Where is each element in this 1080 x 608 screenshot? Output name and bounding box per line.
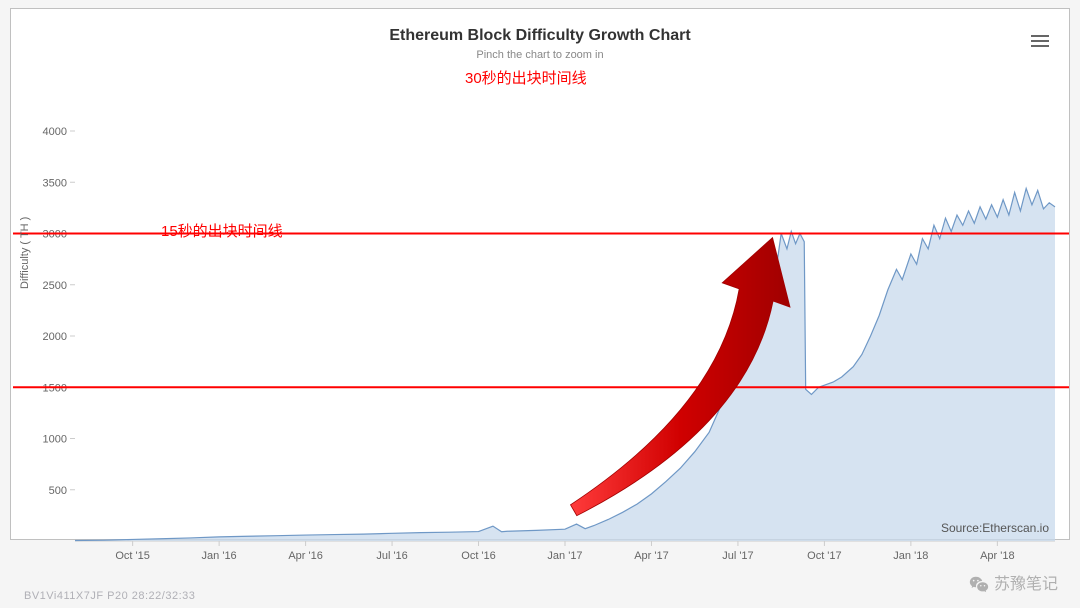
xtick-label: Jul '17 xyxy=(722,550,753,562)
xtick-label: Oct '17 xyxy=(807,550,842,562)
ytick-label: 1000 xyxy=(43,434,67,446)
xtick-label: Apr '17 xyxy=(634,550,669,562)
xtick-label: Jan '16 xyxy=(202,550,237,562)
chart-annotation: 30秒的出块时间线 xyxy=(465,67,587,88)
ytick-label: 2500 xyxy=(43,280,67,292)
xtick-label: Oct '16 xyxy=(461,550,496,562)
ytick-label: 2000 xyxy=(43,331,67,343)
area-fill xyxy=(75,188,1055,541)
ytick-label: 4000 xyxy=(43,126,67,138)
wechat-icon xyxy=(968,574,990,596)
chart-source: Source:Etherscan.io xyxy=(941,521,1049,535)
chart-ylabel: Difficulty ( TH ) xyxy=(19,217,31,289)
xtick-label: Apr '18 xyxy=(980,550,1015,562)
chart-menu-icon[interactable] xyxy=(1031,35,1049,49)
ytick-label: 3500 xyxy=(43,177,67,189)
chart-annotation: 15秒的出块时间线 xyxy=(161,220,283,241)
chart-subtitle: Pinch the chart to zoom in xyxy=(11,49,1069,61)
xtick-label: Apr '16 xyxy=(288,550,323,562)
xtick-label: Oct '15 xyxy=(115,550,150,562)
ytick-label: 500 xyxy=(49,485,67,497)
chart-frame: Ethereum Block Difficulty Growth Chart P… xyxy=(10,8,1070,540)
video-timestamp: BV1Vi411X7JF P20 28:22/32:33 xyxy=(24,590,195,602)
chart-title: Ethereum Block Difficulty Growth Chart xyxy=(11,27,1069,45)
xtick-label: Jan '18 xyxy=(893,550,928,562)
watermark-text: 苏豫笔记 xyxy=(994,576,1058,593)
xtick-label: Jan '17 xyxy=(547,550,582,562)
xtick-label: Jul '16 xyxy=(376,550,407,562)
watermark: 苏豫笔记 xyxy=(968,570,1058,596)
difficulty-area-chart[interactable]: 5001000150020002500300035004000Oct '15Ja… xyxy=(11,61,1071,571)
